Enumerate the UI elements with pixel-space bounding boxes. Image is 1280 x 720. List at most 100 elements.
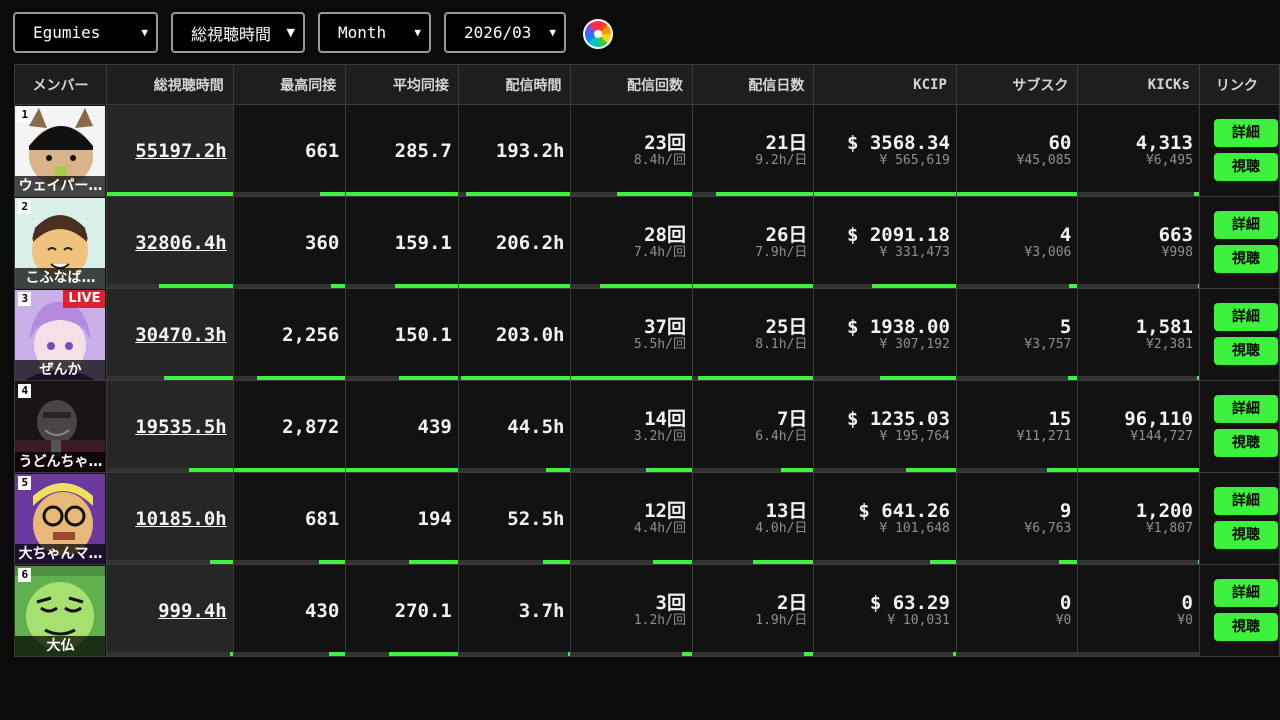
peak-viewers-value: 2,872 <box>282 415 340 438</box>
progress-bar <box>956 192 1078 196</box>
column-header-watch-time[interactable]: 総視聴時間 <box>105 64 234 105</box>
details-button[interactable]: 詳細 <box>1213 118 1278 147</box>
subs-cell: 5 ¥3,757 <box>955 288 1079 381</box>
watch-time-cell[interactable]: 55197.2h <box>105 104 234 197</box>
details-button[interactable]: 詳細 <box>1213 394 1278 423</box>
column-header-link[interactable]: リンク <box>1198 64 1280 105</box>
avg-viewers-value: 159.1 <box>394 231 452 254</box>
kicks-value: 1,200 <box>1135 499 1193 522</box>
member-cell[interactable]: 2 こふなば… <box>14 196 107 289</box>
details-button[interactable]: 詳細 <box>1213 302 1278 331</box>
progress-bar <box>879 376 956 380</box>
progress-bar <box>1067 376 1078 380</box>
chevron-down-icon: ▼ <box>414 26 421 39</box>
stream-days-subvalue: 7.9h/日 <box>755 244 808 260</box>
progress-bar <box>682 652 692 656</box>
watch-time-value[interactable]: 19535.5h <box>135 415 227 438</box>
member-cell[interactable]: 4 うどんちゃ… <box>14 380 107 473</box>
member-cell[interactable]: 6 大仏 <box>14 564 107 657</box>
stream-time-cell: 203.0h <box>457 288 572 381</box>
avatar[interactable]: 5 大ちゃんマ… <box>15 473 106 564</box>
watch-time-cell[interactable]: 30470.3h <box>105 288 234 381</box>
member-cell[interactable]: 3 LIVE ぜんか <box>14 288 107 381</box>
progress-bar <box>753 560 814 564</box>
column-header-kicks[interactable]: KICKs <box>1077 64 1200 105</box>
stream-days-value: 21日 <box>765 131 808 154</box>
progress-bar <box>568 652 571 656</box>
peak-viewers-cell: 681 <box>232 472 347 565</box>
progress-bar <box>646 468 692 472</box>
member-cell[interactable]: 5 大ちゃんマ… <box>14 472 107 565</box>
watch-time-cell[interactable]: 19535.5h <box>105 380 234 473</box>
watch-button[interactable]: 視聴 <box>1213 428 1278 457</box>
avatar[interactable]: 4 うどんちゃ… <box>15 381 106 472</box>
progress-bar <box>408 560 458 564</box>
details-button[interactable]: 詳細 <box>1213 578 1278 607</box>
column-header-stream-time[interactable]: 配信時間 <box>457 64 572 105</box>
watch-time-value[interactable]: 10185.0h <box>135 507 227 530</box>
progress-bar <box>230 652 233 656</box>
filter-bar: Egumies ▼ 総視聴時間 ▼ Month ▼ 2026/03 ▼ <box>13 12 613 53</box>
kcip-subvalue: ¥ 10,031 <box>887 612 950 628</box>
peak-viewers-value: 360 <box>304 231 340 254</box>
stream-time-value: 193.2h <box>495 139 565 162</box>
details-button[interactable]: 詳細 <box>1213 210 1278 239</box>
progress-track <box>571 652 692 656</box>
column-header-kcip[interactable]: KCIP <box>813 64 957 105</box>
progress-bar <box>953 652 956 656</box>
progress-bar <box>872 284 956 288</box>
watch-time-value[interactable]: 30470.3h <box>135 323 227 346</box>
watch-time-value[interactable]: 55197.2h <box>135 139 227 162</box>
progress-bar <box>1194 192 1199 196</box>
period-select-value: Month <box>338 23 387 42</box>
kicks-subvalue: ¥998 <box>1161 244 1193 260</box>
progress-bar <box>458 284 571 288</box>
column-header-subs[interactable]: サブスク <box>955 64 1079 105</box>
avatar[interactable]: 3 LIVE ぜんか <box>15 289 106 380</box>
kicks-value: 663 <box>1158 223 1193 246</box>
column-header-avg[interactable]: 平均同接 <box>345 64 459 105</box>
avatar[interactable]: 1 ウェイパー… <box>15 105 106 196</box>
stream-time-value: 203.0h <box>495 323 565 346</box>
watch-time-value[interactable]: 32806.4h <box>135 231 227 254</box>
watch-time-cell[interactable]: 32806.4h <box>105 196 234 289</box>
group-select-value: Egumies <box>33 23 101 42</box>
watch-button[interactable]: 視聴 <box>1213 336 1278 365</box>
watch-time-cell[interactable]: 999.4h <box>105 564 234 657</box>
progress-bar <box>1059 560 1078 564</box>
watch-time-cell[interactable]: 10185.0h <box>105 472 234 565</box>
period-select[interactable]: Month ▼ <box>318 12 431 53</box>
date-select[interactable]: 2026/03 ▼ <box>444 12 566 53</box>
progress-bar <box>188 468 233 472</box>
watch-button[interactable]: 視聴 <box>1213 612 1278 641</box>
progress-bar <box>163 376 233 380</box>
peak-viewers-value: 430 <box>304 599 340 622</box>
stream-days-subvalue: 9.2h/日 <box>755 152 808 168</box>
watch-time-value[interactable]: 999.4h <box>158 599 227 622</box>
group-select[interactable]: Egumies ▼ <box>13 12 158 53</box>
roulette-wheel-icon[interactable] <box>583 18 613 49</box>
stream-count-subvalue: 3.2h/回 <box>633 428 686 444</box>
stream-days-subvalue: 6.4h/日 <box>755 428 808 444</box>
link-cell: 詳細 視聴 <box>1198 104 1280 197</box>
progress-bar <box>465 192 571 196</box>
rank-badge: 4 <box>18 383 32 398</box>
member-cell[interactable]: 1 ウェイパー… <box>14 104 107 197</box>
details-button[interactable]: 詳細 <box>1213 486 1278 515</box>
watch-button[interactable]: 視聴 <box>1213 520 1278 549</box>
column-header-member[interactable]: メンバー <box>14 64 107 105</box>
column-header-count[interactable]: 配信回数 <box>570 64 693 105</box>
avatar[interactable]: 2 こふなば… <box>15 197 106 288</box>
kicks-subvalue: ¥2,381 <box>1145 336 1193 352</box>
watch-button[interactable]: 視聴 <box>1213 152 1278 181</box>
avatar[interactable]: 6 大仏 <box>15 565 106 656</box>
progress-track <box>956 560 1078 564</box>
progress-track <box>814 468 956 472</box>
avg-viewers-value: 150.1 <box>394 323 452 346</box>
metric-select[interactable]: 総視聴時間 ▼ <box>171 12 305 53</box>
column-header-days[interactable]: 配信日数 <box>691 64 815 105</box>
member-name: うどんちゃ… <box>15 451 106 472</box>
kcip-subvalue: ¥ 307,192 <box>879 336 950 352</box>
watch-button[interactable]: 視聴 <box>1213 244 1278 273</box>
column-header-peak[interactable]: 最高同接 <box>232 64 347 105</box>
